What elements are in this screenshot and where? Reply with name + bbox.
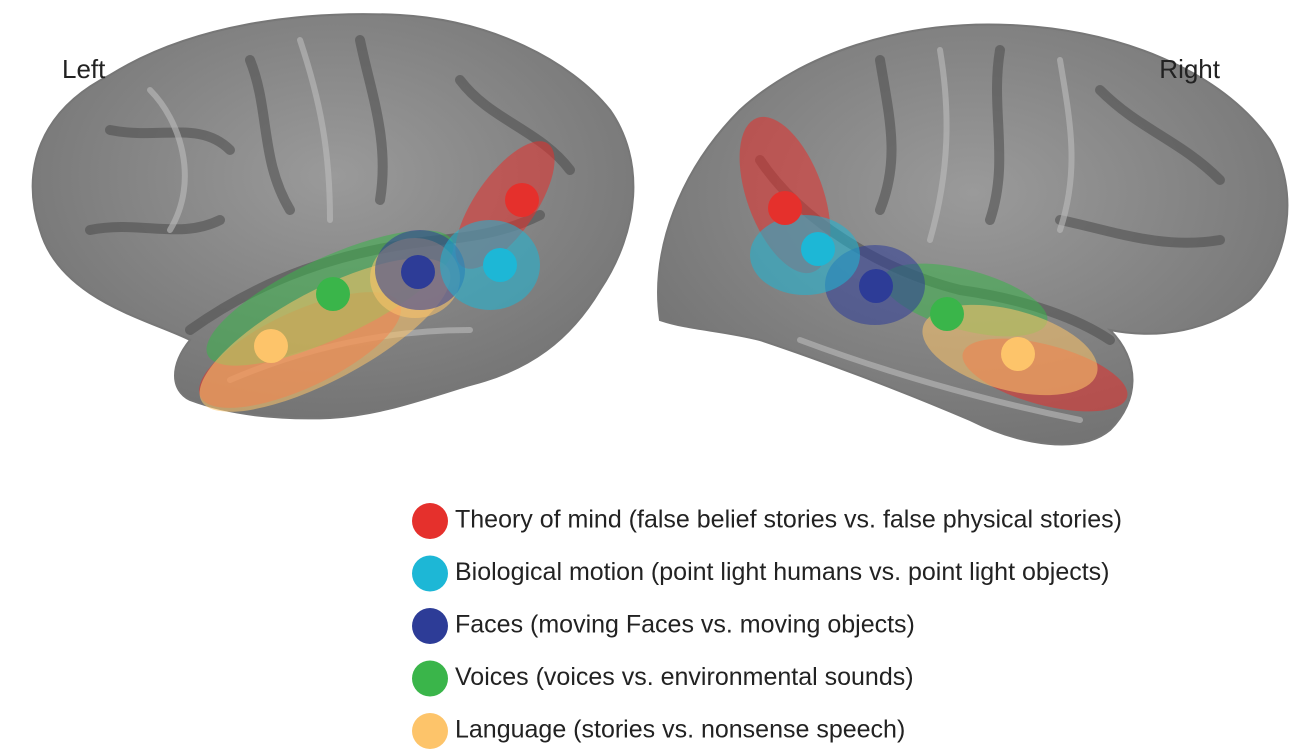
legend-swatch xyxy=(412,503,448,539)
legend-swatch xyxy=(412,556,448,592)
right-brain-outline xyxy=(658,25,1287,445)
region-dot xyxy=(483,248,517,282)
region-dot xyxy=(768,191,802,225)
region-dot xyxy=(505,183,539,217)
legend: Theory of mind (false belief stories vs.… xyxy=(412,503,1122,749)
region-dot xyxy=(859,269,893,303)
legend-label: Biological motion (point light humans vs… xyxy=(455,558,1110,586)
legend-label: Faces (moving Faces vs. moving objects) xyxy=(455,611,915,639)
region-dot xyxy=(401,255,435,289)
right-hemisphere: Right xyxy=(658,25,1287,445)
legend-swatch xyxy=(412,661,448,697)
right-label: Right xyxy=(1159,54,1220,84)
region-dot xyxy=(801,232,835,266)
region-dot xyxy=(316,277,350,311)
region-dot xyxy=(930,297,964,331)
legend-label: Voices (voices vs. environmental sounds) xyxy=(455,663,914,691)
legend-swatch xyxy=(412,713,448,749)
legend-label: Theory of mind (false belief stories vs.… xyxy=(455,506,1122,534)
region-dot xyxy=(254,329,288,363)
left-label: Left xyxy=(62,54,106,84)
legend-label: Language (stories vs. nonsense speech) xyxy=(455,716,905,744)
legend-swatch xyxy=(412,608,448,644)
figure: Left Right Theory of mind (false belief … xyxy=(0,0,1301,750)
region-dot xyxy=(1001,337,1035,371)
